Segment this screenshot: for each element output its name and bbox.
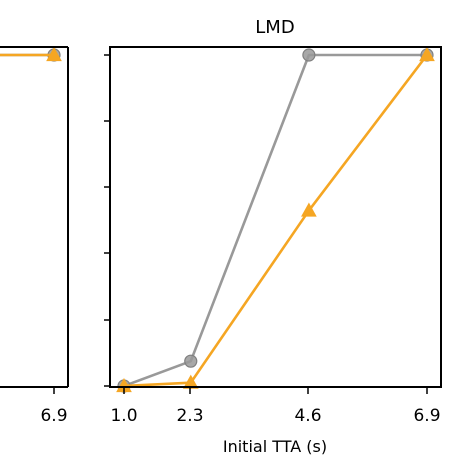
- series-line-0: [123, 53, 427, 388]
- x-tick-label: 4.6: [294, 406, 321, 426]
- right-series-layer: [116, 46, 435, 393]
- y-ticks: [104, 54, 110, 387]
- left-series-1-point-0: [46, 46, 62, 62]
- series-1-point-3: [419, 46, 435, 62]
- series-1-point-1: [182, 374, 199, 389]
- series-1-point-2: [301, 202, 317, 217]
- x-tick-label: 6.9: [413, 406, 440, 426]
- series-0-point-1: [184, 354, 198, 368]
- series-0-point-2: [302, 48, 316, 62]
- x-tick-label: 2.3: [176, 406, 203, 426]
- left-panel: 6.9: [0, 46, 69, 426]
- series-line-1: [123, 54, 429, 388]
- right-panel-frame: [109, 46, 442, 388]
- x-tick-label: 1.0: [110, 406, 137, 426]
- chart-title: LMD: [255, 17, 294, 38]
- x-ticks: 1.0 2.3 4.6 6.9: [110, 387, 441, 426]
- left-x-tick-label: 6.9: [40, 406, 67, 426]
- x-axis-label: Initial TTA (s): [223, 437, 327, 456]
- right-panel: LMD 1.0 2.3 4.6 6.9 Initial TTA (s): [104, 17, 442, 456]
- left-series-layer: [0, 46, 62, 62]
